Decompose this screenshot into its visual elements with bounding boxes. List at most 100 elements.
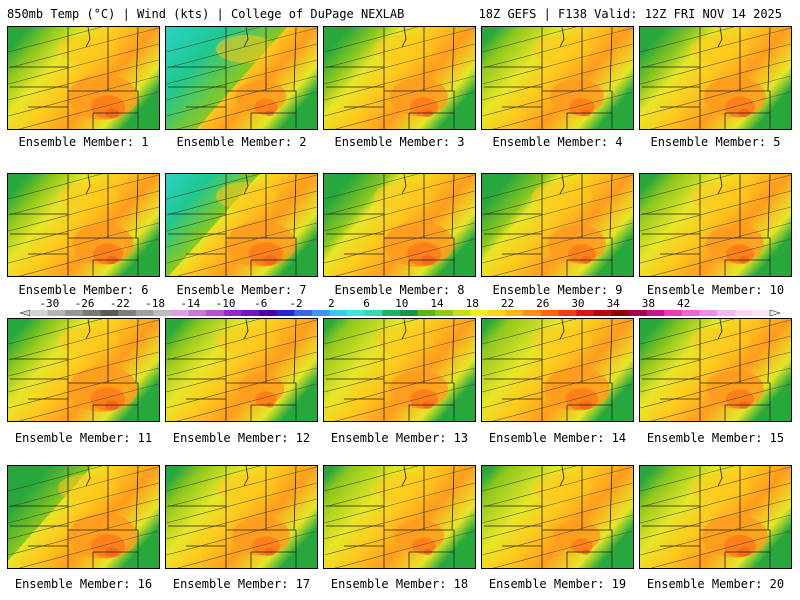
wind-streamlines [640, 174, 791, 276]
ensemble-member-label: Ensemble Member: 15 [646, 431, 785, 445]
colorbar-swatch [223, 310, 242, 316]
ensemble-panel [7, 26, 160, 130]
wind-streamlines [324, 27, 475, 129]
temperature-map [640, 466, 791, 568]
wind-streamlines [482, 27, 633, 129]
ensemble-panel [165, 173, 318, 277]
colorbar-swatch [452, 310, 471, 316]
wind-streamlines [324, 319, 475, 421]
colorbar-swatch [505, 310, 524, 316]
ensemble-panel [639, 26, 792, 130]
ensemble-member-label: Ensemble Member: 17 [172, 577, 311, 591]
colorbar-tick-label: -18 [145, 297, 165, 310]
colorbar-tick-label: -6 [254, 297, 267, 310]
temperature-map [482, 319, 633, 421]
state-boundaries [168, 319, 297, 421]
ensemble-member-label: Ensemble Member: 20 [646, 577, 785, 591]
ensemble-member-label: Ensemble Member: 4 [492, 135, 623, 149]
ensemble-member-label: Ensemble Member: 11 [14, 431, 153, 445]
warm-north [532, 327, 592, 355]
wind-streamlines [8, 174, 159, 276]
colorbar-swatch [311, 310, 330, 316]
wind-streamlines [640, 27, 791, 129]
colorbar-swatch [82, 310, 101, 316]
state-boundaries [642, 466, 771, 568]
warm-north [58, 474, 118, 502]
ensemble-member-label: Ensemble Member: 14 [488, 431, 627, 445]
colorbar-swatch [417, 310, 436, 316]
state-boundaries [168, 466, 297, 568]
colorbar-swatch [100, 310, 119, 316]
ensemble-panel [7, 318, 160, 422]
temperature-map [166, 319, 317, 421]
colorbar-tick-label: -10 [216, 297, 236, 310]
colorbar-tick-label: 38 [642, 297, 655, 310]
ensemble-panel [639, 173, 792, 277]
colorbar-tick-label: 10 [395, 297, 408, 310]
colorbar-swatch [400, 310, 418, 316]
ensemble-panel [481, 26, 634, 130]
colorbar-swatch [30, 310, 48, 316]
ensemble-member-label: Ensemble Member: 3 [334, 135, 465, 149]
ensemble-panel [165, 465, 318, 569]
colorbar-swatch [329, 310, 348, 316]
warm-north [58, 327, 118, 355]
colorbar-tick-label: 2 [328, 297, 335, 310]
ensemble-panel [481, 465, 634, 569]
ensemble-panel [323, 26, 476, 130]
state-boundaries [642, 27, 771, 129]
wind-streamlines [482, 319, 633, 421]
temperature-map [482, 174, 633, 276]
chart-title: 850mb Temp (°C) | Wind (kts) | College o… [7, 7, 405, 21]
warm-north [216, 327, 276, 355]
colorbar-tick-label: 34 [607, 297, 621, 310]
warm-north [690, 35, 750, 63]
temperature-map [166, 466, 317, 568]
colorbar-swatch [470, 310, 489, 316]
ensemble-panel [165, 26, 318, 130]
colorbar-tick-label: 42 [677, 297, 690, 310]
temperature-map [166, 27, 317, 129]
colorbar-swatch [47, 310, 66, 316]
colorbar-swatch [364, 310, 383, 316]
state-boundaries [484, 174, 613, 276]
state-boundaries [642, 174, 771, 276]
colorbar-swatch [646, 310, 665, 316]
colorbar-swatch [170, 310, 189, 316]
wind-streamlines [482, 174, 633, 276]
warm-north [374, 474, 434, 502]
ensemble-member-label: Ensemble Member: 12 [172, 431, 311, 445]
colorbar-swatch [523, 310, 542, 316]
temperature-map [8, 27, 159, 129]
colorbar-swatch [153, 310, 172, 316]
state-boundaries [484, 466, 613, 568]
colorbar-swatch [752, 310, 771, 316]
warm-north [216, 474, 276, 502]
colorbar-tick-label: -30 [39, 297, 59, 310]
temperature-map [8, 319, 159, 421]
temperature-map [482, 27, 633, 129]
warm-north [374, 35, 434, 63]
ensemble-member-label: Ensemble Member: 10 [646, 283, 785, 297]
colorbar-tick-label: 14 [430, 297, 444, 310]
colorbar-tick-label: -14 [180, 297, 200, 310]
temperature-map [324, 174, 475, 276]
state-boundaries [642, 319, 771, 421]
run-info: 18Z GEFS | F138 Valid: 12Z FRI NOV 14 20… [478, 7, 782, 21]
ensemble-member-label: Ensemble Member: 1 [18, 135, 149, 149]
ensemble-panel [323, 173, 476, 277]
wind-streamlines [166, 319, 317, 421]
ensemble-panel [481, 318, 634, 422]
state-boundaries [168, 174, 297, 276]
temperature-map [8, 466, 159, 568]
warm-north [216, 35, 276, 63]
wind-streamlines [8, 27, 159, 129]
colorbar-swatch [276, 310, 295, 316]
state-boundaries [484, 27, 613, 129]
colorbar-swatch [206, 310, 225, 316]
ensemble-panel [323, 465, 476, 569]
colorbar-swatch [593, 310, 612, 316]
ensemble-panel [639, 465, 792, 569]
colorbar-arrow-right [769, 309, 781, 317]
colorbar-tick-label: -22 [110, 297, 130, 310]
